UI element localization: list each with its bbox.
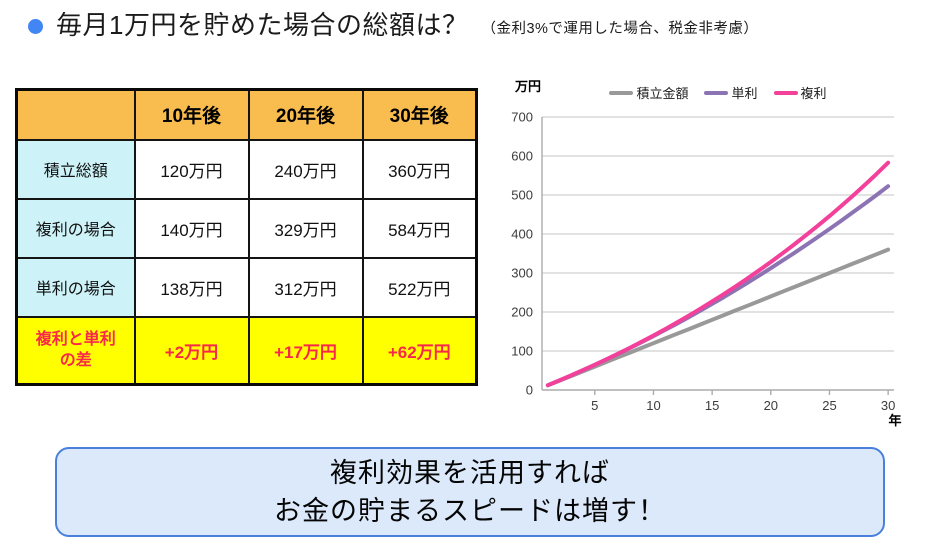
title-row: 毎月1万円を貯めた場合の総額は？ （金利3%で運用した場合、税金非考慮） — [28, 10, 758, 41]
legend-item: 単利 — [704, 83, 758, 102]
chart-legend: 積立金額 単利 複利 — [497, 83, 939, 102]
legend-line-icon — [609, 90, 634, 95]
svg-text:700: 700 — [511, 110, 533, 125]
row-label-difference: 複利と単利 の差 — [15, 315, 136, 386]
svg-text:300: 300 — [511, 266, 533, 281]
table-header-row: 10年後 20年後 30年後 — [15, 88, 478, 141]
cell-value: 584万円 — [361, 197, 478, 259]
legend-label: 単利 — [731, 86, 758, 101]
cell-value: 240万円 — [247, 138, 364, 200]
cell-value: 329万円 — [247, 197, 364, 259]
svg-text:25: 25 — [822, 398, 836, 413]
svg-text:500: 500 — [511, 188, 533, 203]
legend-label: 積立金額 — [636, 86, 689, 101]
svg-text:30: 30 — [881, 398, 895, 413]
cell-value: +2万円 — [133, 315, 250, 386]
page-subtitle: （金利3%で運用した場合、税金非考慮） — [481, 21, 759, 38]
conclusion-banner: 複利効果を活用すれば お金の貯まるスピードは増す！ — [55, 447, 885, 537]
y-axis-label: 万円 — [515, 79, 542, 94]
table-row: 積立総額 120万円 240万円 360万円 — [15, 138, 478, 200]
svg-text:20: 20 — [764, 398, 778, 413]
cell-value: +17万円 — [247, 315, 364, 386]
cell-value: +62万円 — [361, 315, 478, 386]
svg-text:5: 5 — [591, 398, 598, 413]
cell-value: 360万円 — [361, 138, 478, 200]
svg-text:年: 年 — [888, 413, 901, 428]
svg-text:200: 200 — [511, 305, 533, 320]
legend-item: 積立金額 — [609, 83, 688, 102]
cell-value: 138万円 — [133, 256, 250, 318]
cell-value: 120万円 — [133, 138, 250, 200]
legend-label: 複利 — [800, 86, 827, 101]
legend-line-icon — [773, 90, 798, 95]
svg-text:0: 0 — [526, 383, 533, 398]
table-row-difference: 複利と単利 の差 +2万円 +17万円 +62万円 — [15, 315, 478, 386]
row-label-compound: 複利の場合 — [15, 197, 136, 259]
col-header-30y: 30年後 — [361, 88, 478, 141]
col-header-20y: 20年後 — [247, 88, 364, 141]
svg-text:15: 15 — [705, 398, 719, 413]
svg-text:400: 400 — [511, 227, 533, 242]
svg-text:600: 600 — [511, 149, 533, 164]
svg-text:100: 100 — [511, 344, 533, 359]
savings-line-chart: 万円 積立金額 単利 複利 0 100 200 300 400 500 600 700 5 10 15 2… — [497, 66, 939, 440]
table-row: 複利の場合 140万円 329万円 584万円 — [15, 197, 478, 259]
cell-value: 522万円 — [361, 256, 478, 318]
table-row: 単利の場合 138万円 312万円 522万円 — [15, 256, 478, 318]
page-title: 毎月1万円を貯めた場合の総額は？ — [56, 10, 469, 40]
row-label-simple: 単利の場合 — [15, 256, 136, 318]
bullet-icon — [28, 19, 43, 35]
col-header-10y: 10年後 — [133, 88, 250, 141]
legend-item: 複利 — [773, 83, 827, 102]
row-label-total-deposit: 積立総額 — [15, 138, 136, 200]
savings-table: 10年後 20年後 30年後 積立総額 120万円 240万円 360万円 複利… — [15, 88, 478, 386]
svg-text:10: 10 — [646, 398, 660, 413]
cell-value: 312万円 — [247, 256, 364, 318]
table-corner-cell — [15, 88, 136, 141]
banner-line-2: お金の貯まるスピードは増す！ — [274, 496, 666, 526]
cell-value: 140万円 — [133, 197, 250, 259]
banner-line-1: 複利効果を活用すれば — [330, 457, 610, 488]
legend-line-icon — [704, 90, 729, 95]
chart-plot-area: 0 100 200 300 400 500 600 700 5 10 15 20 25 30年 — [511, 110, 901, 429]
